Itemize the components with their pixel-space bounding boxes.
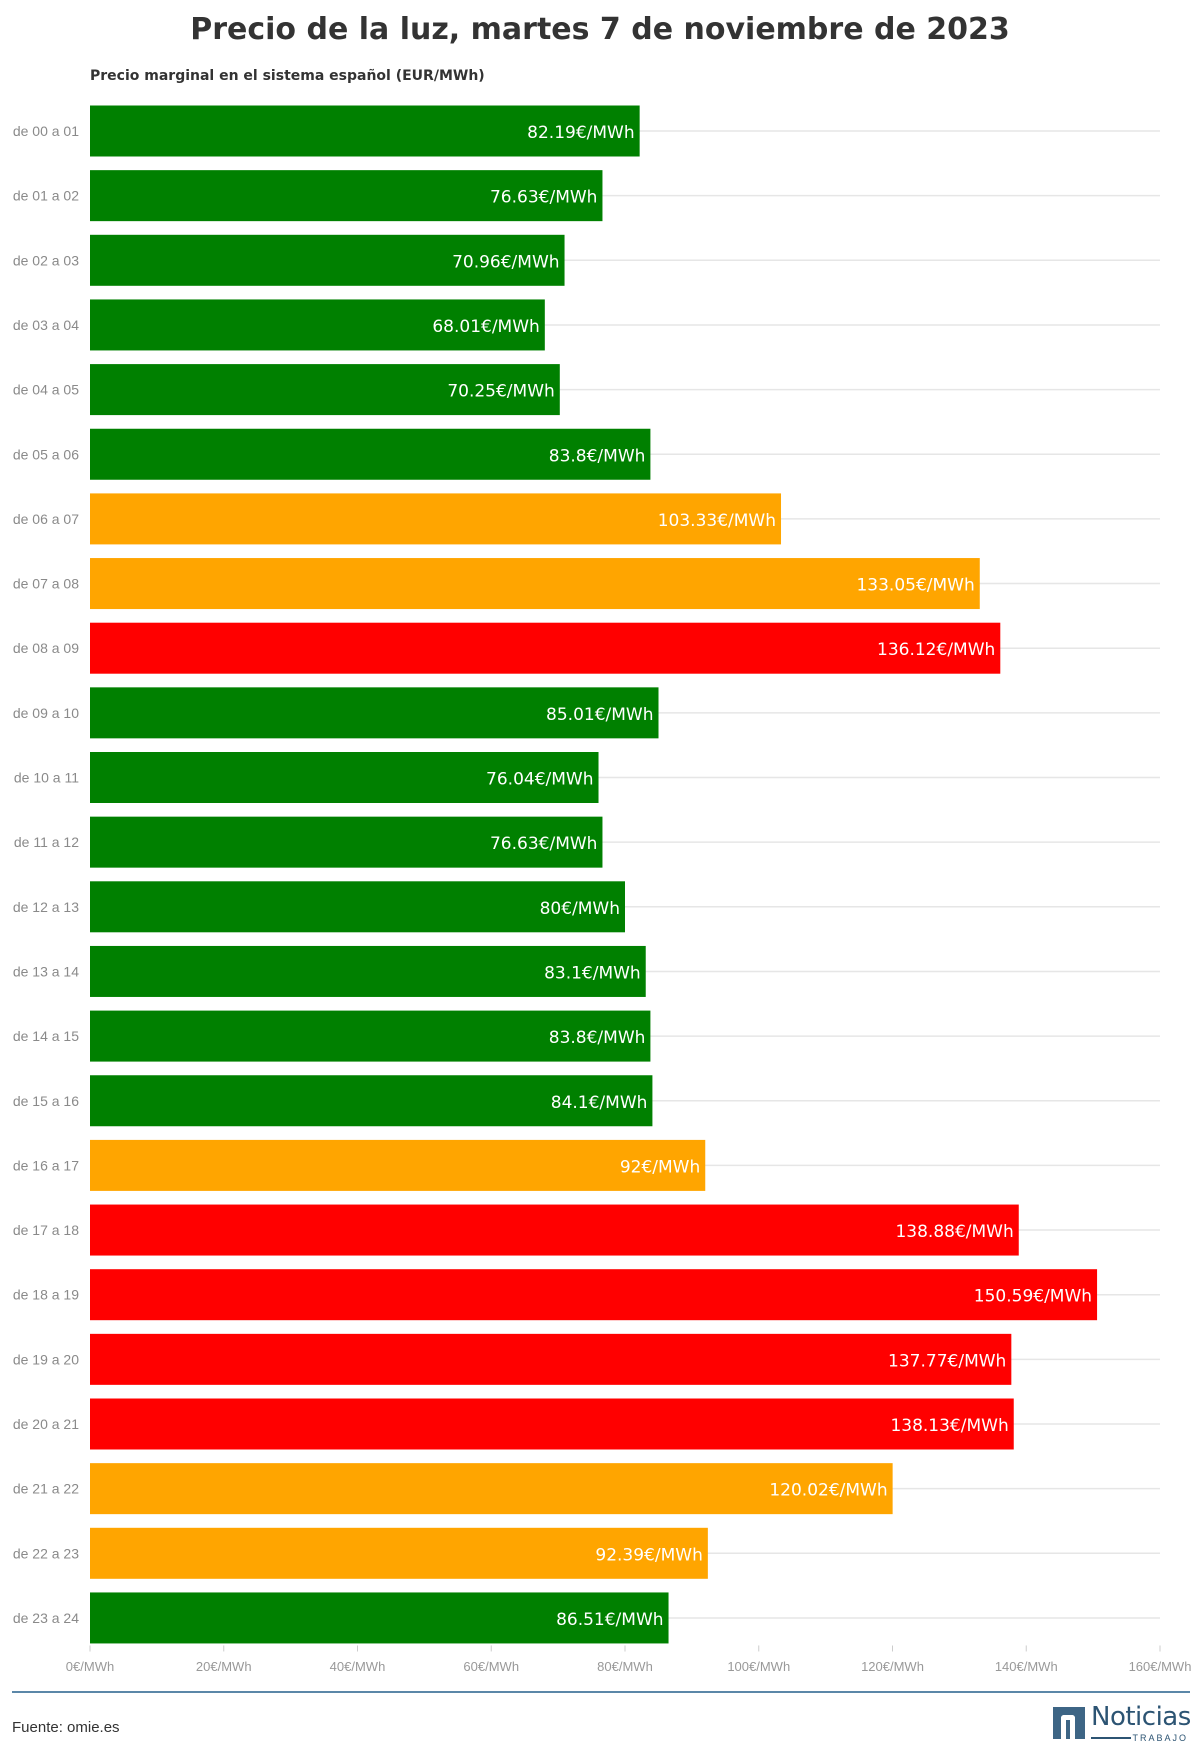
bar [90, 1139, 706, 1191]
footer-divider [12, 1691, 1190, 1693]
category-label: de 17 a 18 [13, 1222, 79, 1238]
value-label: 138.13€/MWh [890, 1416, 1008, 1436]
value-label: 76.63€/MWh [490, 188, 597, 208]
value-label: 92€/MWh [620, 1157, 700, 1177]
value-label: 138.88€/MWh [895, 1222, 1013, 1242]
category-label: de 08 a 09 [13, 640, 79, 656]
bar [90, 1398, 1014, 1450]
category-label: de 03 a 04 [13, 317, 79, 333]
gridlines [90, 130, 1160, 1619]
category-label: de 19 a 20 [13, 1351, 79, 1367]
bar [90, 945, 646, 997]
bar [90, 1010, 651, 1062]
source-note: Fuente: omie.es [12, 1719, 120, 1736]
value-label: 70.25€/MWh [447, 382, 554, 402]
bar [90, 558, 980, 610]
bars [90, 105, 1098, 1644]
logo-underline [1091, 1737, 1131, 1739]
bar [90, 428, 651, 480]
category-label: de 23 a 24 [13, 1610, 79, 1626]
bar [90, 364, 560, 416]
logo-n-icon [1053, 1707, 1085, 1739]
value-label: 150.59€/MWh [974, 1287, 1092, 1307]
value-label: 137.77€/MWh [888, 1351, 1006, 1371]
logo-subtitle: TRABAJO [1132, 1733, 1188, 1743]
chart-subtitle: Precio marginal en el sistema español (E… [90, 68, 485, 84]
bar [90, 234, 565, 286]
value-label: 103.33€/MWh [658, 511, 776, 531]
value-label: 70.96€/MWh [452, 252, 559, 272]
category-label: de 12 a 13 [13, 899, 79, 915]
bar [90, 687, 659, 739]
x-tick-label: 40€/MWh [330, 1659, 386, 1674]
bar [90, 1527, 708, 1579]
x-tick-label: 120€/MWh [861, 1659, 924, 1674]
category-label: de 05 a 06 [13, 446, 79, 462]
value-label: 120.02€/MWh [769, 1481, 887, 1501]
bar [90, 1075, 653, 1127]
logo-wordmark: Noticias [1091, 1702, 1191, 1732]
bar [90, 1269, 1098, 1321]
value-label: 82.19€/MWh [527, 123, 634, 143]
value-label: 76.63€/MWh [490, 834, 597, 854]
value-label: 68.01€/MWh [432, 317, 539, 337]
x-tick-label: 20€/MWh [196, 1659, 252, 1674]
value-label: 83.1€/MWh [544, 963, 641, 983]
x-tick-label: 160€/MWh [1129, 1659, 1192, 1674]
value-label: 80€/MWh [540, 899, 620, 919]
category-label: de 07 a 08 [13, 576, 79, 592]
bar [90, 1592, 669, 1644]
bar-chart: 82.19€/MWh 76.63€/MWh 70.96€/MWh 68.01€/MWh… [13, 105, 1192, 1674]
x-tick-label: 60€/MWh [463, 1659, 519, 1674]
bar [90, 105, 640, 157]
category-label: de 11 a 12 [14, 834, 79, 850]
category-label: de 09 a 10 [13, 705, 79, 721]
category-label: de 10 a 11 [14, 770, 79, 786]
category-label: de 22 a 23 [13, 1545, 79, 1561]
category-label: de 00 a 01 [13, 123, 79, 139]
bar [90, 170, 603, 222]
category-label: de 20 a 21 [13, 1416, 79, 1432]
bar [90, 299, 545, 351]
category-label: de 16 a 17 [13, 1157, 79, 1173]
value-label: 84.1€/MWh [551, 1093, 648, 1113]
value-labels: 82.19€/MWh 76.63€/MWh 70.96€/MWh 68.01€/MWh… [432, 123, 1092, 1630]
x-tick-label: 140€/MWh [995, 1659, 1058, 1674]
bar [90, 493, 782, 545]
x-axis-ticks: 0€/MWh 20€/MWh 40€/MWh 60€/MWh 80€/MWh 100€/M… [66, 1645, 1192, 1674]
bar [90, 881, 625, 933]
x-tick-label: 0€/MWh [66, 1659, 114, 1674]
category-label: de 04 a 05 [13, 382, 79, 398]
noticias-trabajo-logo: Noticias TRABAJO [1053, 1702, 1191, 1743]
value-label: 85.01€/MWh [546, 705, 653, 725]
bar [90, 816, 603, 868]
bar [90, 1333, 1012, 1385]
category-label: de 14 a 15 [13, 1028, 79, 1044]
value-label: 76.04€/MWh [486, 770, 593, 790]
category-labels: de 00 a 01 de 01 a 02 de 02 a 03 de 03 a 04… [13, 123, 79, 1626]
category-label: de 15 a 16 [13, 1093, 79, 1109]
bar [90, 752, 599, 803]
bar [90, 1463, 893, 1515]
x-tick-label: 80€/MWh [597, 1659, 653, 1674]
category-label: de 01 a 02 [13, 188, 79, 204]
category-label: de 02 a 03 [13, 252, 79, 268]
value-label: 86.51€/MWh [556, 1610, 663, 1630]
category-label: de 21 a 22 [13, 1481, 79, 1497]
bar [90, 622, 1001, 674]
x-tick-label: 100€/MWh [727, 1659, 790, 1674]
category-label: de 13 a 14 [13, 963, 79, 979]
value-label: 136.12€/MWh [877, 640, 995, 660]
value-label: 83.8€/MWh [549, 1028, 646, 1048]
value-label: 133.05€/MWh [856, 576, 974, 596]
value-label: 92.39€/MWh [595, 1545, 702, 1565]
bar [90, 1204, 1019, 1256]
value-label: 83.8€/MWh [549, 446, 646, 466]
chart-title: Precio de la luz, martes 7 de noviembre … [190, 12, 1010, 47]
category-label: de 18 a 19 [13, 1287, 79, 1303]
category-label: de 06 a 07 [13, 511, 79, 527]
